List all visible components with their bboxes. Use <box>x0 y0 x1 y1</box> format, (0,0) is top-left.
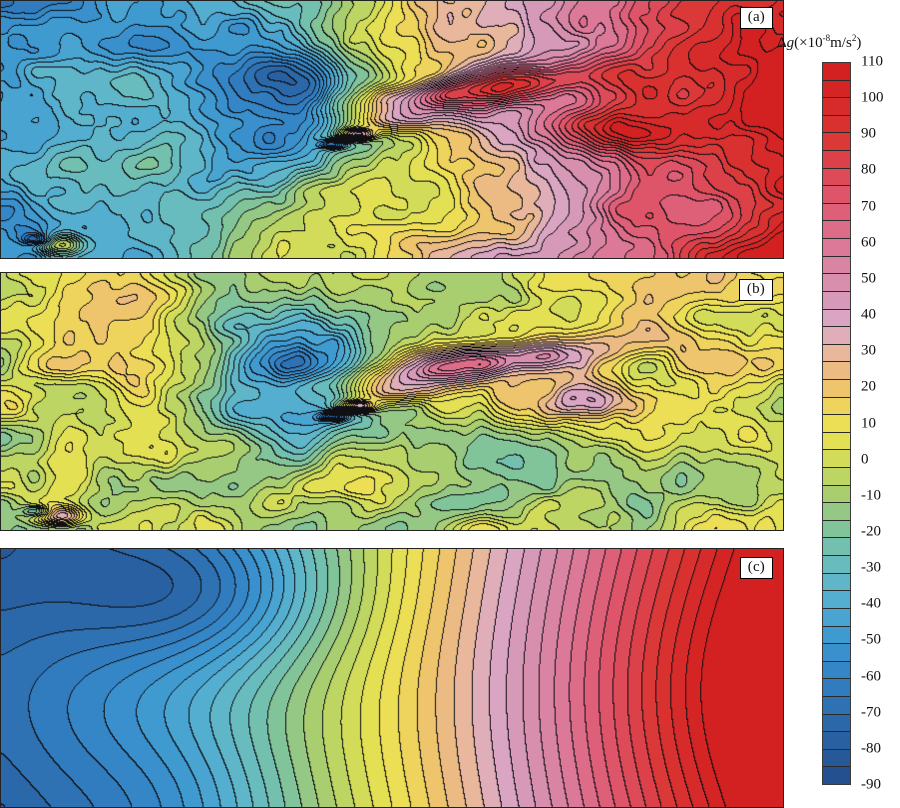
colorbar-swatch <box>823 256 850 275</box>
colorbar-swatch <box>823 538 850 557</box>
colorbar-swatch <box>823 608 850 627</box>
colorbar-swatch <box>823 432 850 451</box>
colorbar-tick: 70 <box>861 198 876 215</box>
colorbar-swatch <box>823 626 850 645</box>
colorbar-tick: -70 <box>861 704 881 721</box>
colorbar-tick: -10 <box>861 487 881 504</box>
colorbar-swatch <box>823 661 850 680</box>
colorbar-swatch <box>823 362 850 380</box>
colorbar-swatch <box>823 203 850 222</box>
colorbar-tick: -30 <box>861 559 881 576</box>
colorbar-swatch <box>823 679 850 697</box>
panel-label-b: (b) <box>738 279 773 302</box>
colorbar-swatch <box>823 63 850 81</box>
colorbar-tick: -90 <box>861 776 881 793</box>
colorbar-swatch <box>823 415 850 433</box>
contour-map-a <box>1 1 783 258</box>
colorbar-tick: 50 <box>861 270 876 287</box>
colorbar-tick-labels: 110 100 90 80 70 60 50 40 30 20 10 0 -10 -20 -30 -40 -50… <box>853 54 900 792</box>
colorbar-swatch <box>823 732 850 750</box>
colorbar-swatch <box>823 556 850 574</box>
panel-label-a: (a) <box>739 7 773 30</box>
colorbar-swatch <box>823 749 850 768</box>
colorbar-swatch <box>823 714 850 733</box>
colorbar-swatch <box>823 344 850 363</box>
colorbar-swatch <box>823 80 850 99</box>
colorbar-title-variable: g <box>786 35 795 51</box>
colorbar-tick: -20 <box>861 523 881 540</box>
colorbar-title-unit-exponent: 2 <box>851 33 857 43</box>
colorbar-title: Δg(×10-8m/s2) <box>777 33 900 52</box>
panel-b: (b) <box>0 272 784 531</box>
colorbar-tick: 20 <box>861 378 876 395</box>
colorbar-swatch <box>823 644 850 662</box>
colorbar-swatch <box>823 115 850 134</box>
colorbar-tick: -80 <box>861 740 881 757</box>
colorbar-tick: 90 <box>861 125 876 142</box>
panel-a: (a) <box>0 0 784 259</box>
colorbar-swatch <box>823 450 850 469</box>
colorbar-tick: 0 <box>861 451 869 468</box>
colorbar-tick: 30 <box>861 342 876 359</box>
colorbar-tick: 110 <box>861 53 883 70</box>
colorbar-swatch <box>823 468 850 486</box>
colorbar-tick: 100 <box>861 89 884 106</box>
colorbar-swatch <box>823 186 850 204</box>
colorbar-tick: -50 <box>861 631 881 648</box>
colorbar-swatch <box>823 98 850 116</box>
colorbar-tick: 60 <box>861 234 876 251</box>
colorbar-title-exponent: -8 <box>822 33 831 43</box>
colorbar-title-open: (×10 <box>794 35 823 51</box>
colorbar-scale <box>822 62 851 785</box>
colorbar-swatch <box>823 274 850 292</box>
colorbar-tick: -40 <box>861 595 881 612</box>
colorbar-tick: 10 <box>861 415 876 431</box>
colorbar-swatch <box>823 239 850 257</box>
colorbar-swatch <box>823 767 850 784</box>
colorbar-title-close: ) <box>856 35 862 51</box>
colorbar-swatch <box>823 573 850 592</box>
colorbar-tick: 80 <box>861 161 876 178</box>
colorbar-swatch <box>823 591 850 609</box>
colorbar-swatch <box>823 309 850 328</box>
colorbar-swatch <box>823 520 850 539</box>
colorbar-swatch <box>823 168 850 187</box>
colorbar-swatch <box>823 696 850 715</box>
panel-c: (c) <box>0 548 784 808</box>
colorbar-title-unit: m/s <box>830 35 852 51</box>
contour-map-b <box>1 273 783 530</box>
colorbar-swatch <box>823 291 850 310</box>
colorbar-swatch <box>823 379 850 398</box>
colorbar-swatch <box>823 503 850 521</box>
colorbar-swatch <box>823 221 850 240</box>
colorbar-swatch <box>823 327 850 345</box>
colorbar-swatch <box>823 485 850 504</box>
colorbar-title-delta: Δ <box>777 35 787 51</box>
colorbar-tick: -60 <box>861 668 881 685</box>
panel-label-c: (c) <box>739 557 773 580</box>
contour-map-c <box>1 549 783 807</box>
colorbar-swatch <box>823 133 850 152</box>
colorbar-swatch <box>823 151 850 169</box>
colorbar-tick: 40 <box>861 306 876 323</box>
colorbar-swatch <box>823 397 850 416</box>
